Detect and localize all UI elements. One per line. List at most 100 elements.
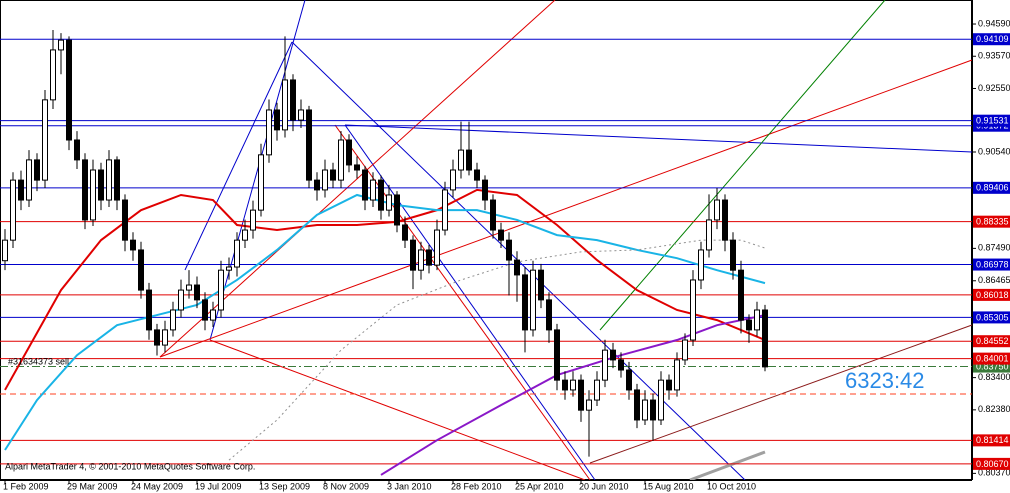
candle-body bbox=[298, 109, 304, 121]
candle-body bbox=[242, 229, 248, 241]
candle-body bbox=[122, 199, 128, 241]
candle-body bbox=[698, 249, 704, 281]
level-label: 0.86018 bbox=[976, 290, 1009, 300]
x-tick-label: 25 Apr 2010 bbox=[515, 481, 564, 491]
level-label-box bbox=[973, 33, 1010, 46]
candle-body bbox=[730, 239, 736, 271]
candle-body bbox=[186, 284, 192, 291]
x-tick-label: 13 Sep 2009 bbox=[259, 481, 310, 491]
moving-average bbox=[4, 188, 766, 391]
candle-body bbox=[146, 289, 152, 331]
trend-line bbox=[344, 124, 973, 153]
candle-body bbox=[450, 169, 456, 191]
y-tick-label: 0.82380 bbox=[978, 404, 1010, 414]
candle-body bbox=[762, 309, 768, 368]
candle-body bbox=[370, 179, 376, 201]
candle-body bbox=[578, 379, 584, 411]
level-label: 0.88335 bbox=[976, 217, 1009, 227]
candle-body bbox=[754, 309, 760, 331]
y-tick-label: 0.93570 bbox=[978, 51, 1010, 61]
x-tick-label: 15 Aug 2010 bbox=[643, 481, 694, 491]
candle-body bbox=[162, 329, 168, 346]
candle-body bbox=[722, 199, 728, 241]
candle-body bbox=[522, 274, 528, 331]
candle-body bbox=[562, 379, 568, 391]
candle-body bbox=[418, 249, 424, 271]
candle-body bbox=[554, 329, 560, 381]
candle-body bbox=[714, 199, 720, 221]
candle-body bbox=[434, 229, 440, 266]
candle-body bbox=[66, 39, 72, 141]
candle-body bbox=[322, 169, 328, 191]
y-tick-label: 0.94590 bbox=[978, 18, 1010, 28]
level-label: 0.81414 bbox=[976, 435, 1009, 445]
candle-body bbox=[618, 359, 624, 371]
candle-body bbox=[138, 249, 144, 291]
x-tick-label: 10 Oct 2010 bbox=[707, 481, 756, 491]
x-tick-label: 28 Feb 2010 bbox=[451, 481, 502, 491]
candle-body bbox=[690, 279, 696, 341]
candle-body bbox=[586, 399, 592, 411]
candle-body bbox=[90, 169, 96, 221]
candle-body bbox=[346, 139, 352, 166]
candle-body bbox=[658, 379, 664, 421]
candle-body bbox=[386, 194, 392, 211]
candle-body bbox=[354, 164, 360, 171]
candle-body bbox=[506, 239, 512, 261]
x-tick-label: 20 Jun 2010 bbox=[579, 481, 629, 491]
y-tick-label: 0.83400 bbox=[978, 372, 1010, 382]
candle-body bbox=[106, 159, 112, 201]
candle-body bbox=[250, 209, 256, 231]
candle-body bbox=[130, 239, 136, 251]
candle-body bbox=[394, 194, 400, 226]
order-label: #31634373 sell bbox=[8, 356, 69, 366]
candle-body bbox=[226, 266, 232, 271]
price-axis-bg bbox=[972, 0, 1010, 493]
candle-body bbox=[650, 399, 656, 421]
candle-body bbox=[706, 219, 712, 251]
y-tick-label: 0.86465 bbox=[978, 275, 1010, 285]
candle-body bbox=[34, 159, 40, 181]
trend-line bbox=[159, 59, 973, 358]
candle-body bbox=[474, 169, 480, 181]
trend-line bbox=[344, 124, 596, 481]
candle-body bbox=[74, 139, 80, 161]
x-tick-label: 19 Jul 2009 bbox=[195, 481, 242, 491]
level-label-box bbox=[973, 457, 1010, 470]
candle-body bbox=[26, 159, 32, 201]
trend-line bbox=[209, 0, 306, 341]
candle-body bbox=[338, 139, 344, 181]
candle-body bbox=[18, 179, 24, 201]
y-tick-label: 0.92550 bbox=[978, 83, 1010, 93]
candle-body bbox=[594, 379, 600, 401]
level-label: 0.89406 bbox=[976, 183, 1009, 193]
candle-body bbox=[50, 49, 56, 101]
level-label-box bbox=[973, 311, 1010, 324]
y-tick-label: 0.90540 bbox=[978, 146, 1010, 156]
candle-body bbox=[170, 309, 176, 331]
y-tick-label: 0.87490 bbox=[978, 243, 1010, 253]
candle-body bbox=[546, 299, 552, 331]
candle-body bbox=[402, 224, 408, 241]
plot-frame bbox=[0, 0, 972, 480]
candle-body bbox=[114, 159, 120, 201]
x-tick-label: 3 Jan 2010 bbox=[387, 481, 432, 491]
candle-body bbox=[194, 284, 200, 301]
level-label-box bbox=[973, 288, 1010, 301]
trend-line bbox=[689, 450, 766, 482]
candle-body bbox=[570, 379, 576, 391]
trend-line bbox=[184, 41, 293, 271]
candles bbox=[2, 30, 768, 457]
level-label-box bbox=[973, 335, 1010, 348]
level-label: 0.85305 bbox=[976, 312, 1009, 322]
candle-body bbox=[746, 319, 752, 331]
level-label: 0.91531 bbox=[976, 116, 1009, 126]
candle-body bbox=[210, 309, 216, 321]
trend-line bbox=[209, 339, 586, 481]
candle-body bbox=[466, 149, 472, 171]
moving-average bbox=[4, 193, 766, 451]
candle-body bbox=[154, 329, 160, 346]
x-tick-label: 8 Nov 2009 bbox=[323, 481, 369, 491]
candle-body bbox=[626, 369, 632, 391]
